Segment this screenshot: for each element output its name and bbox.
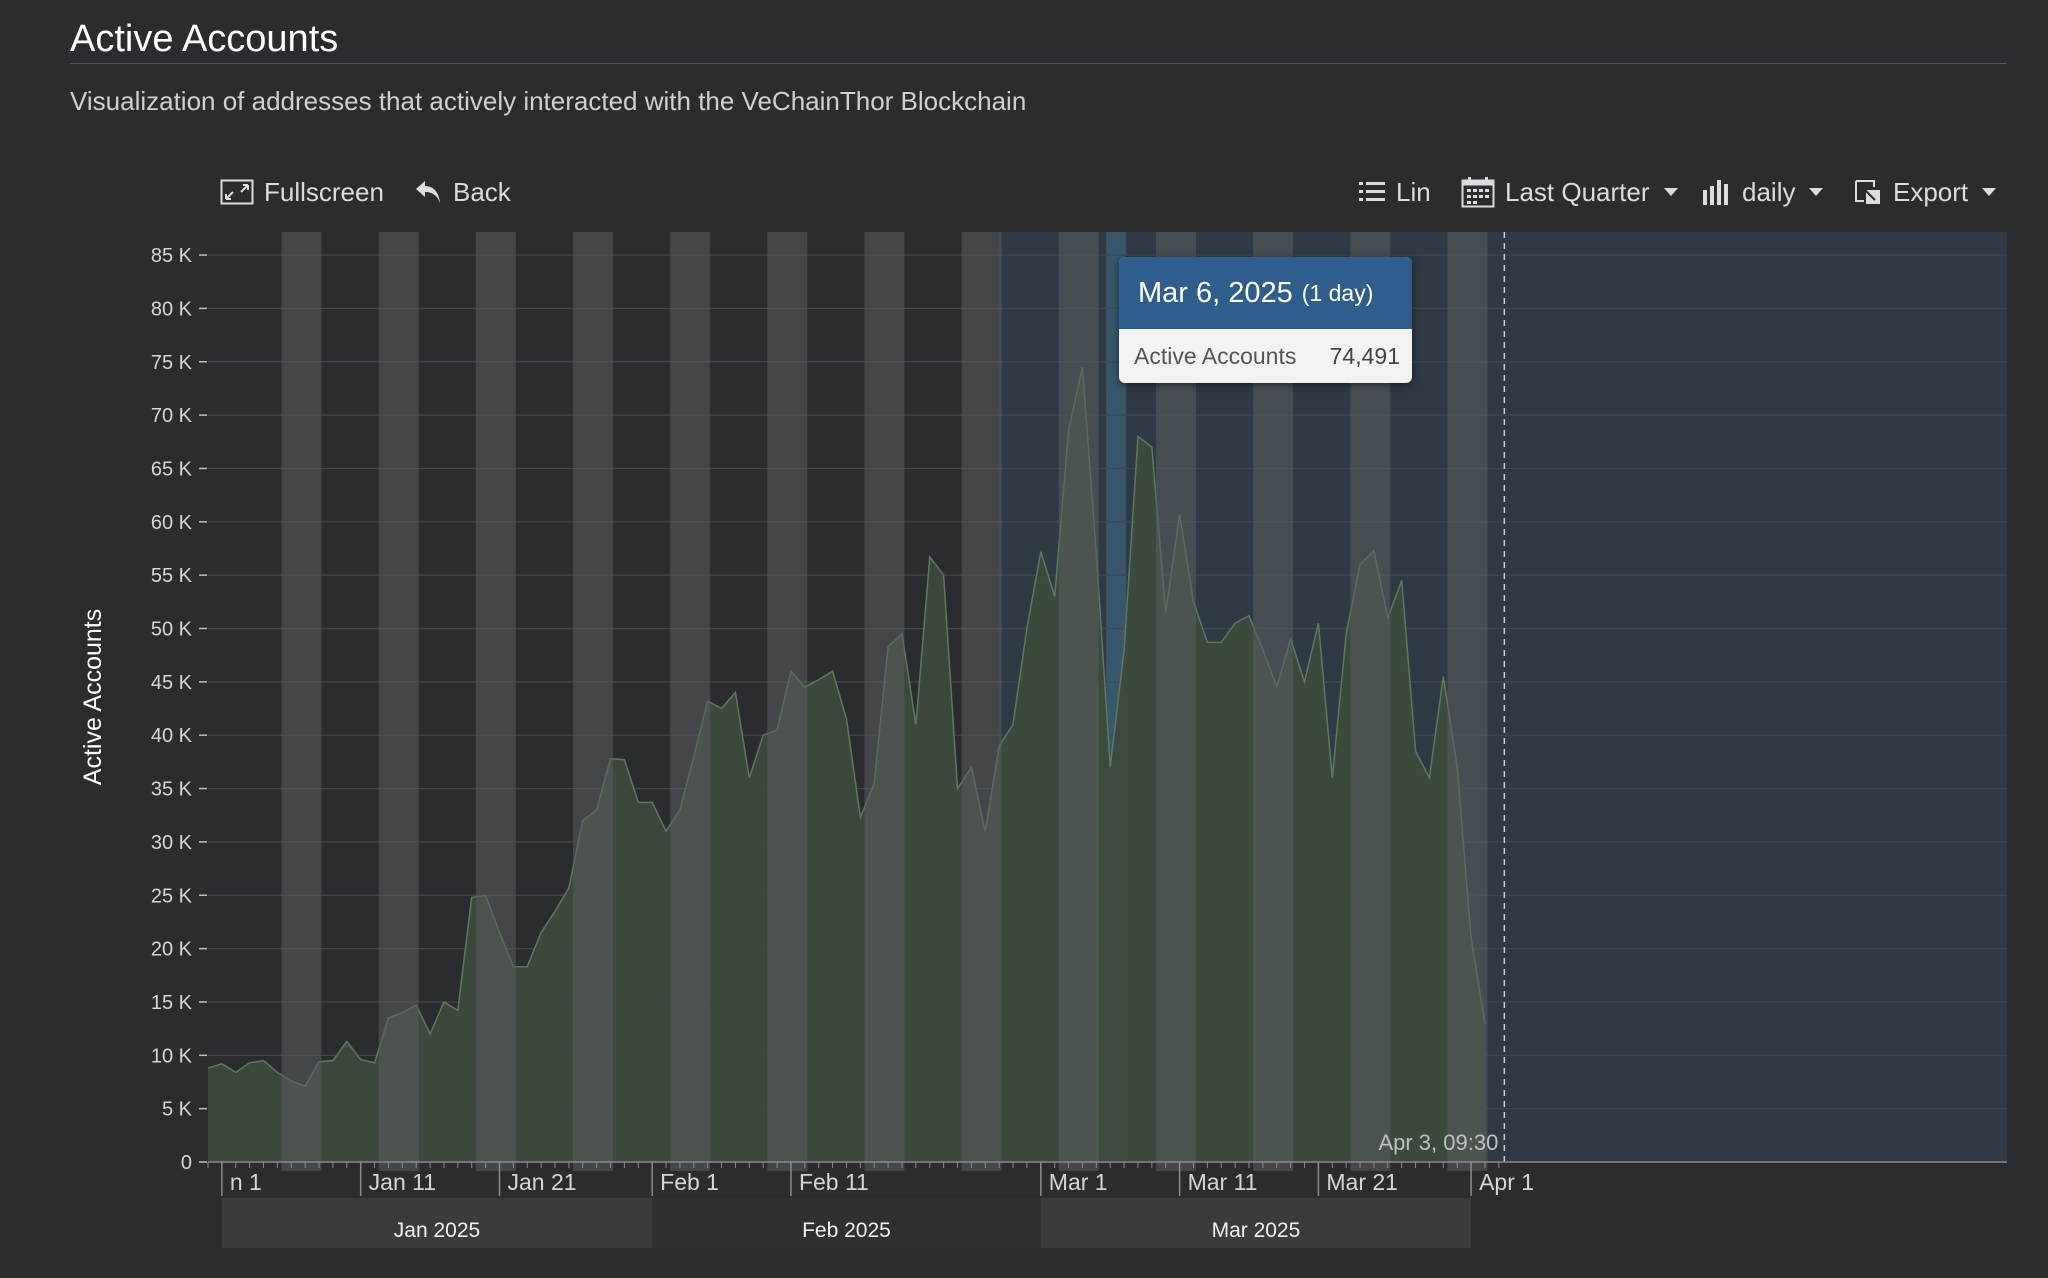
y-tick-label: 75 K [151,352,193,374]
y-tick-label: 80 K [151,298,193,320]
y-tick-label: 40 K [151,725,193,747]
weekend-band [1350,232,1391,1171]
weekend-band [1447,232,1488,1171]
y-tick-label: 70 K [151,405,193,427]
y-tick-label: 65 K [151,458,193,480]
tooltip-series-label: Active Accounts [1134,342,1297,369]
y-tick-label: 55 K [151,565,193,587]
y-tick-label: 35 K [151,779,193,801]
weekend-band [475,232,516,1171]
tooltip-value: 74,491 [1329,342,1400,369]
month-band [1040,1198,1472,1248]
tooltip-body: Active Accounts 74,491 [1119,329,1412,383]
y-tick-label: 20 K [151,939,193,961]
weekend-band [1155,232,1196,1171]
x-tick-label: Mar 1 [1049,1169,1108,1195]
tooltip-header: Mar 6, 2025 (1 day) [1119,257,1412,329]
month-band [652,1198,1041,1248]
x-tick-label: Apr 1 [1479,1169,1534,1195]
weekend-band [670,232,711,1171]
tooltip-date: Mar 6, 2025 [1138,276,1293,309]
caret-down-icon [1809,188,1824,196]
month-label: Feb 2025 [802,1219,891,1242]
y-tick-label: 25 K [151,885,193,907]
list-icon [1358,178,1386,206]
tooltip-range: (1 day) [1301,279,1374,306]
y-tick-label: 45 K [151,672,193,694]
x-tick-label: Jan 11 [369,1169,436,1195]
weekend-band [378,232,419,1171]
month-label: Jan 2025 [394,1219,480,1242]
x-tick-label: Mar 21 [1326,1169,1398,1195]
weekend-band [573,232,613,1171]
export-icon [1853,178,1883,206]
back-button[interactable]: Back [413,174,511,210]
interval-label: daily [1742,176,1796,207]
month-band [221,1198,653,1248]
y-tick-label: 10 K [151,1045,193,1067]
x-tick-label: Jan 21 [507,1169,576,1195]
fullscreen-button[interactable]: Fullscreen [220,174,384,210]
y-tick-label: 60 K [151,512,193,534]
export-label: Export [1893,176,1969,207]
weekend-band [1058,232,1099,1171]
y-tick-label: 30 K [151,832,193,854]
fullscreen-label: Fullscreen [264,176,384,207]
weekend-band [864,232,905,1171]
weekend-band [767,232,808,1171]
y-tick-label: 50 K [151,619,193,641]
export-dropdown[interactable]: Export [1853,174,1997,210]
x-tick-label: n 1 [230,1169,262,1195]
y-tick-label: 85 K [151,245,193,267]
back-arrow-icon [413,178,443,206]
page-subtitle: Visualization of addresses that actively… [70,86,1027,116]
range-dropdown[interactable]: Last Quarter [1461,174,1678,210]
x-tick-label: Feb 1 [660,1169,719,1195]
fullscreen-icon [220,179,254,205]
title-divider [70,63,2007,64]
range-label: Last Quarter [1505,176,1650,207]
y-tick-label: 15 K [151,992,193,1014]
scale-label: Lin [1396,176,1431,207]
bar-chart-icon [1702,178,1732,206]
weekend-band [961,232,1002,1171]
page-title: Active Accounts [70,18,339,60]
caret-down-icon [1663,188,1678,196]
interval-dropdown[interactable]: daily [1702,174,1824,210]
weekend-band [1253,232,1294,1171]
x-tick-label: Feb 11 [799,1169,869,1195]
x-tick-label: Mar 11 [1188,1169,1258,1195]
scale-toggle-button[interactable]: Lin [1358,174,1431,210]
y-axis-title: Active Accounts [79,609,107,785]
weekend-band [281,232,322,1171]
calendar-icon [1461,176,1495,208]
caret-down-icon [1982,188,1997,196]
now-label: Apr 3, 09:30 [1378,1130,1498,1155]
chart-tooltip: Mar 6, 2025 (1 day) Active Accounts 74,4… [1119,257,1412,383]
y-tick-label: 0 [181,1152,192,1174]
back-label: Back [453,176,511,207]
y-tick-label: 5 K [162,1099,193,1121]
month-label: Mar 2025 [1212,1219,1301,1242]
